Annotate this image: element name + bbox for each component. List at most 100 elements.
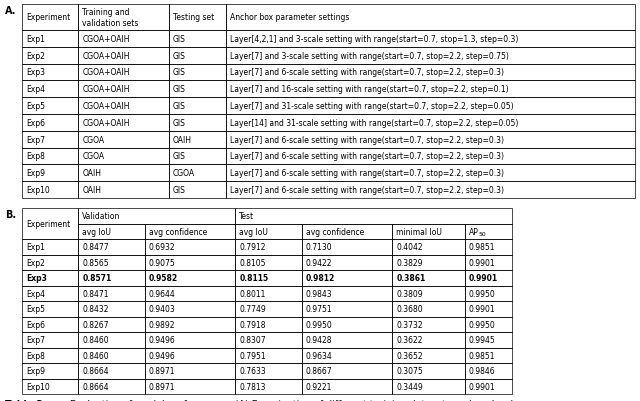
Bar (78, 81, 169, 98)
Text: 0.9950: 0.9950 (468, 320, 495, 329)
Bar (301, 270, 392, 286)
Bar (78, 182, 169, 198)
Bar (465, 286, 513, 301)
Bar (145, 224, 236, 239)
Text: CGOA+OAIH: CGOA+OAIH (83, 68, 130, 77)
Bar (145, 348, 236, 363)
Bar (236, 317, 301, 332)
Bar (22, 270, 78, 286)
Bar (465, 239, 513, 255)
Text: 0.9851: 0.9851 (468, 351, 495, 360)
Text: GIS: GIS (173, 102, 186, 111)
Bar (78, 165, 169, 182)
Bar (392, 270, 465, 286)
Text: A.: A. (5, 6, 17, 16)
Text: 0.9892: 0.9892 (148, 320, 175, 329)
Text: Exp6: Exp6 (26, 119, 45, 128)
Text: GIS: GIS (173, 52, 186, 61)
Bar (392, 317, 465, 332)
Bar (169, 31, 225, 48)
Text: 0.8011: 0.8011 (239, 289, 266, 298)
Text: Exp2: Exp2 (26, 258, 45, 267)
Text: 0.9634: 0.9634 (305, 351, 332, 360)
Bar (225, 98, 635, 115)
Bar (22, 5, 78, 31)
Text: 0.7633: 0.7633 (239, 367, 266, 375)
Bar (225, 182, 635, 198)
Bar (236, 224, 301, 239)
Bar (169, 148, 225, 165)
Bar (236, 348, 301, 363)
Text: Exp8: Exp8 (26, 351, 45, 360)
Bar (145, 255, 236, 270)
Text: AP: AP (468, 227, 479, 236)
Bar (22, 165, 78, 182)
Text: Experiment: Experiment (26, 219, 70, 229)
Bar (145, 270, 236, 286)
Text: 0.9582: 0.9582 (148, 273, 178, 283)
Text: Training and
validation sets: Training and validation sets (83, 8, 139, 28)
Bar (78, 65, 169, 81)
Text: 0.9846: 0.9846 (468, 367, 495, 375)
Bar (78, 115, 169, 132)
Text: 0.9950: 0.9950 (468, 289, 495, 298)
Text: GIS: GIS (173, 119, 186, 128)
Bar (225, 115, 635, 132)
Text: Exp10: Exp10 (26, 382, 50, 391)
Text: 0.8971: 0.8971 (148, 382, 175, 391)
Bar (225, 81, 635, 98)
Text: 0.9901: 0.9901 (468, 258, 495, 267)
Text: 0.9851: 0.9851 (468, 243, 495, 251)
Bar (392, 363, 465, 379)
Text: Layer[4,2,1] and 3-scale setting with range(start=0.7, stop=1.3, step=0.3): Layer[4,2,1] and 3-scale setting with ra… (230, 35, 518, 44)
Text: 0.9812: 0.9812 (305, 273, 335, 283)
Bar (392, 379, 465, 394)
Text: Anchor box parameter settings: Anchor box parameter settings (230, 14, 349, 22)
Bar (392, 301, 465, 317)
Text: avg confidence: avg confidence (148, 227, 207, 236)
Text: GIS: GIS (173, 186, 186, 194)
Bar (465, 348, 513, 363)
Text: 0.9221: 0.9221 (305, 382, 332, 391)
Bar (465, 379, 513, 394)
Bar (145, 317, 236, 332)
Text: GIS: GIS (173, 152, 186, 161)
Text: 0.8667: 0.8667 (305, 367, 332, 375)
Text: Exp6: Exp6 (26, 320, 45, 329)
Bar (22, 332, 78, 348)
Bar (301, 348, 392, 363)
Bar (301, 239, 392, 255)
Text: GIS: GIS (173, 35, 186, 44)
Bar (22, 348, 78, 363)
Text: 0.7813: 0.7813 (239, 382, 266, 391)
Bar (225, 148, 635, 165)
Bar (169, 115, 225, 132)
Text: 0.8460: 0.8460 (83, 335, 109, 344)
Bar (236, 363, 301, 379)
Text: Layer[7] and 3-scale setting with range(start=0.7, stop=2.2, step=0.75): Layer[7] and 3-scale setting with range(… (230, 52, 508, 61)
Bar (236, 209, 513, 224)
Bar (465, 332, 513, 348)
Bar (22, 98, 78, 115)
Bar (22, 148, 78, 165)
Bar (22, 65, 78, 81)
Bar (22, 363, 78, 379)
Text: avg confidence: avg confidence (305, 227, 364, 236)
Text: GIS: GIS (173, 68, 186, 77)
Bar (78, 48, 169, 65)
Bar (145, 379, 236, 394)
Bar (22, 182, 78, 198)
Text: minimal IoU: minimal IoU (396, 227, 442, 236)
Bar (301, 363, 392, 379)
Text: Layer[7] and 6-scale setting with range(start=0.7, stop=2.2, step=0.3): Layer[7] and 6-scale setting with range(… (230, 169, 504, 178)
Text: OAIH: OAIH (83, 169, 101, 178)
Text: 0.8267: 0.8267 (83, 320, 109, 329)
Bar (22, 48, 78, 65)
Text: 0.6932: 0.6932 (148, 243, 175, 251)
Text: Layer[7] and 16-scale setting with range(start=0.7, stop=2.2, step=0.1): Layer[7] and 16-scale setting with range… (230, 85, 508, 94)
Text: Layer[7] and 6-scale setting with range(start=0.7, stop=2.2, step=0.3): Layer[7] and 6-scale setting with range(… (230, 68, 504, 77)
Bar (169, 98, 225, 115)
Bar (301, 286, 392, 301)
Bar (145, 286, 236, 301)
Bar (145, 363, 236, 379)
